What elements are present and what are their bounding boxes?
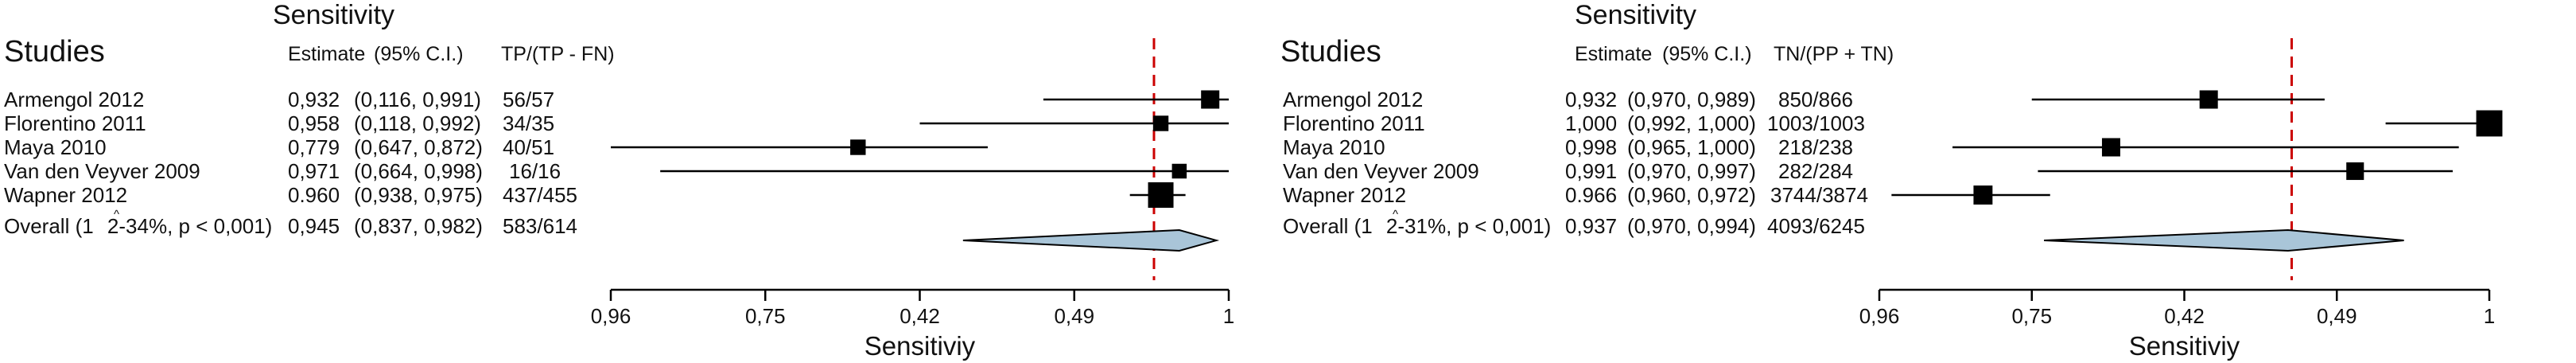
col-count-header: TP/(TP - FN) <box>501 43 615 65</box>
study-count: 3744/3874 <box>1770 183 1868 207</box>
study-name: Armengol 2012 <box>4 88 145 111</box>
study-ci: (0,664, 0,998) <box>354 159 483 183</box>
study-estimate: 0,998 <box>1565 135 1618 159</box>
panel-title: Sensitivity <box>1575 0 1697 30</box>
study-ci: (0,970, 0,997) <box>1627 159 1756 183</box>
study-count: 34/35 <box>503 111 555 135</box>
study-ci: (0,960, 0,972) <box>1627 183 1756 207</box>
x-tick-label: 0,75 <box>2011 304 2052 328</box>
study-ci: (0,970, 0,989) <box>1627 88 1756 111</box>
x-tick-label: 0,96 <box>591 304 631 328</box>
study-name: Armengol 2012 <box>1283 88 1424 111</box>
x-tick-label: 0,49 <box>2317 304 2357 328</box>
study-count: 218/238 <box>1778 135 1853 159</box>
overall-label-post: 2-34%, p < 0,001) <box>101 214 273 238</box>
study-marker <box>1152 115 1169 131</box>
study-estimate: 0,971 <box>288 159 340 183</box>
study-name: Wapner 2012 <box>1283 183 1407 207</box>
study-name: Florentino 2011 <box>4 111 146 135</box>
study-name: Van den Veyver 2009 <box>4 159 200 183</box>
x-tick-label: 0,75 <box>745 304 786 328</box>
study-count: 437/455 <box>503 183 577 207</box>
study-name: Florentino 2011 <box>1283 111 1425 135</box>
overall-label-pre: Overall (1 <box>4 214 94 238</box>
study-count: 56/57 <box>503 88 555 111</box>
x-tick-label: 1 <box>2484 304 2495 328</box>
study-count: 40/51 <box>503 135 555 159</box>
overall-label: Overall (1 2-34%, p < 0,001) <box>4 216 272 236</box>
study-ci: (0,118, 0,992) <box>354 111 481 135</box>
forest-plot-area: 0,96 0,75 0,42 0,49 1 Sensitiviy <box>591 38 1234 361</box>
studies-heading: Studies <box>1280 35 1381 68</box>
study-name: Maya 2010 <box>1283 135 1385 159</box>
study-count: 16/16 <box>509 159 561 183</box>
col-ci-header: (95% C.I.) <box>374 43 464 65</box>
overall-label-pre: Overall (1 <box>1283 214 1373 238</box>
panel-title: Sensitivity <box>273 0 395 30</box>
study-name: Maya 2010 <box>4 135 107 159</box>
study-marker <box>2346 162 2364 181</box>
col-estimate-header: Estimate <box>288 43 366 65</box>
col-count-header: TN/(PP + TN) <box>1774 43 1894 65</box>
study-marker <box>850 139 866 155</box>
study-estimate: 0,779 <box>288 135 340 159</box>
study-count: 1003/1003 <box>1767 111 1865 135</box>
study-name: Van den Veyver 2009 <box>1283 159 1479 183</box>
forest-plot-right: Studies Sensitivity Estimate (95% C.I.) … <box>1280 0 2576 363</box>
study-name: Wapner 2012 <box>4 183 128 207</box>
x-tick-label: 0,42 <box>2164 304 2205 328</box>
x-axis-title: Sensitiviy <box>864 331 976 361</box>
study-estimate: 0.960 <box>288 183 340 207</box>
forest-plot-left: Studies Sensitivity Estimate (95% C.I.) … <box>0 0 1280 363</box>
study-marker <box>1171 163 1187 179</box>
overall-superscript: ^ <box>114 208 120 221</box>
col-estimate-header: Estimate <box>1575 43 1653 65</box>
col-ci-header: (95% C.I.) <box>1662 43 1752 65</box>
study-marker <box>2476 110 2503 137</box>
overall-estimate: 0,937 <box>1565 214 1618 238</box>
overall-diamond <box>962 228 1220 252</box>
study-estimate: 0,932 <box>1565 88 1618 111</box>
study-estimate: 0.966 <box>1565 183 1618 207</box>
study-ci: (0,965, 1,000) <box>1627 135 1756 159</box>
overall-superscript: ^ <box>1393 208 1399 221</box>
overall-estimate: 0,945 <box>288 214 340 238</box>
overall-label: Overall (1 2-31%, p < 0,001) <box>1283 216 1551 236</box>
study-estimate: 0,991 <box>1565 159 1618 183</box>
study-marker <box>2199 90 2218 109</box>
study-estimate: 0,932 <box>288 88 340 111</box>
overall-count: 4093/6245 <box>1767 214 1865 238</box>
study-ci: (0,938, 0,975) <box>354 183 483 207</box>
x-tick-label: 0,49 <box>1054 304 1094 328</box>
forest-plot-area: 0,96 0,75 0,42 0,49 1 Sensitiviy <box>1859 38 2503 361</box>
study-count: 850/866 <box>1778 88 1853 111</box>
x-tick-label: 0,96 <box>1859 304 1900 328</box>
overall-ci: (0,970, 0,994) <box>1627 214 1756 238</box>
overall-count: 583/614 <box>503 214 577 238</box>
study-ci: (0,992, 1,000) <box>1627 111 1756 135</box>
study-count: 282/284 <box>1778 159 1853 183</box>
study-marker <box>1973 185 1993 205</box>
overall-ci: (0,837, 0,982) <box>354 214 483 238</box>
study-marker <box>2101 138 2120 157</box>
study-ci: (0,647, 0,872) <box>354 135 483 159</box>
x-tick-label: 0,42 <box>899 304 940 328</box>
study-marker <box>1201 90 1220 109</box>
study-estimate: 1,000 <box>1565 111 1618 135</box>
overall-label-post: 2-31%, p < 0,001) <box>1380 214 1552 238</box>
study-marker <box>1148 182 1174 208</box>
x-tick-label: 1 <box>1223 304 1234 328</box>
studies-heading: Studies <box>4 35 105 68</box>
x-axis-title: Sensitiviy <box>2129 331 2240 361</box>
study-ci: (0,116, 0,991) <box>354 88 481 111</box>
study-estimate: 0,958 <box>288 111 340 135</box>
overall-diamond <box>2044 228 2404 252</box>
